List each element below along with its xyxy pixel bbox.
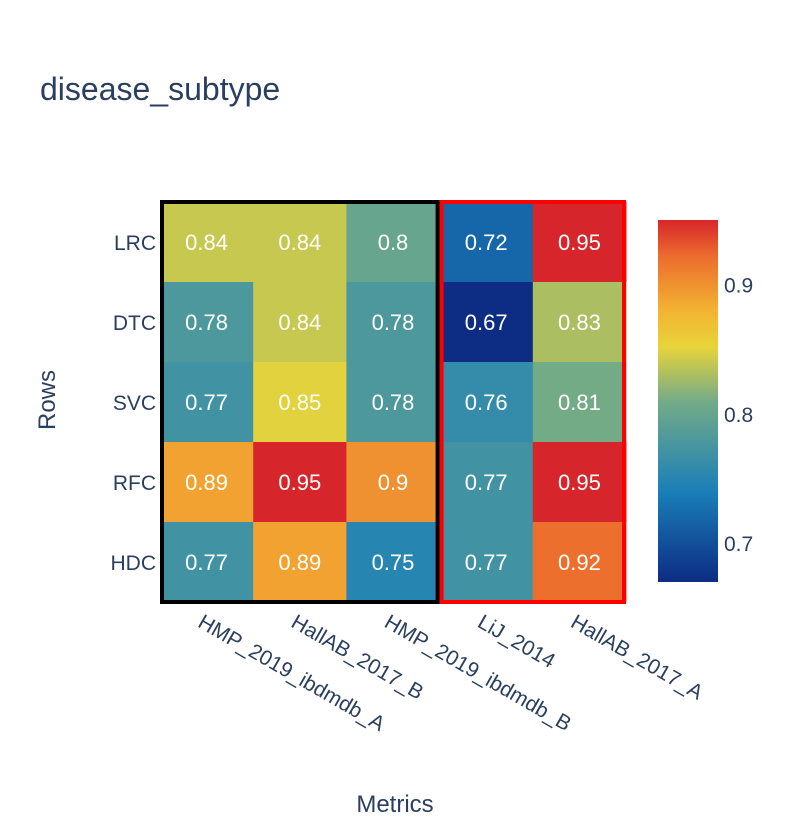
colorbar-tick-label: 0.9 — [724, 275, 753, 298]
cell-value-label: 0.78 — [372, 310, 415, 335]
cell-value-label: 0.89 — [185, 470, 228, 495]
heatmap-cell — [160, 202, 254, 283]
heatmap-cell — [532, 282, 627, 363]
cell-value-label: 0.83 — [558, 310, 601, 335]
heatmap-cell — [439, 442, 534, 523]
heatmap-cell — [532, 362, 627, 443]
heatmap-cell — [346, 362, 441, 443]
heatmap-cell — [346, 202, 441, 283]
heatmap-cell — [160, 282, 254, 363]
heatmap-cell — [532, 202, 627, 283]
heatmap-cell — [160, 522, 254, 603]
heatmap-cell — [346, 442, 441, 523]
cell-value-label: 0.84 — [278, 310, 321, 335]
column-group-box — [439, 200, 626, 604]
heatmap-cell — [253, 522, 347, 603]
cell-value-label: 0.72 — [465, 230, 508, 255]
colorbar — [658, 220, 718, 582]
cell-value-label: 0.76 — [465, 390, 508, 415]
cell-value-label: 0.9 — [378, 470, 409, 495]
colorbar-tick-label: 0.8 — [724, 404, 753, 427]
x-axis-ticks: HMP_2019_ibdmdb_AHallAB_2017_BHMP_2019_i… — [194, 610, 707, 736]
y-tick-label: HDC — [111, 552, 157, 575]
heatmap-cell — [439, 282, 534, 363]
cell-value-label: 0.75 — [372, 550, 415, 575]
y-axis-title: Rows — [34, 370, 61, 430]
heatmap-cell-labels: 0.84 0.84 0.8 0.72 0.95 0.78 0.84 0.78 0.67 0.83 0… — [185, 230, 601, 575]
x-tick-label: LiJ_2014 — [474, 610, 560, 673]
colorbar-tick-label: 0.7 — [724, 533, 753, 556]
cell-value-label: 0.78 — [372, 390, 415, 415]
y-tick-label: SVC — [113, 392, 156, 415]
heatmap-cell — [532, 442, 627, 523]
heatmap-cell — [253, 202, 347, 283]
cell-value-label: 0.84 — [185, 230, 228, 255]
y-tick-label: RFC — [113, 472, 156, 495]
y-tick-label: DTC — [113, 312, 156, 335]
heatmap-cell — [253, 442, 347, 523]
heatmap-cell — [439, 362, 534, 443]
x-axis-title: Metrics — [356, 791, 433, 818]
cell-value-label: 0.89 — [278, 550, 321, 575]
cell-value-label: 0.77 — [465, 470, 508, 495]
heatmap-cell — [160, 362, 254, 443]
chart-title: disease_subtype — [40, 71, 280, 107]
cell-value-label: 0.95 — [278, 470, 321, 495]
heatmap-cells — [160, 202, 627, 603]
cell-value-label: 0.8 — [378, 230, 409, 255]
x-tick-label: HallAB_2017_A — [567, 610, 707, 704]
y-axis-ticks: LRC DTC SVC RFC HDC — [111, 232, 157, 575]
heatmap-cell — [532, 522, 627, 603]
colorbar-ticks: 0.7 0.8 0.9 — [724, 275, 753, 557]
cell-value-label: 0.77 — [185, 390, 228, 415]
heatmap-cell — [253, 282, 347, 363]
cell-value-label: 0.84 — [278, 230, 321, 255]
cell-value-label: 0.95 — [558, 470, 601, 495]
cell-value-label: 0.95 — [558, 230, 601, 255]
cell-value-label: 0.78 — [185, 310, 228, 335]
cell-value-label: 0.85 — [278, 390, 321, 415]
heatmap-cell — [253, 362, 347, 443]
heatmap-cell — [439, 522, 534, 603]
y-tick-label: LRC — [114, 232, 156, 255]
column-group-box — [160, 200, 440, 604]
cell-value-label: 0.67 — [465, 310, 508, 335]
heatmap-cell — [346, 282, 441, 363]
heatmap-cell — [439, 202, 534, 283]
highlight-boxes — [160, 200, 626, 604]
cell-value-label: 0.77 — [465, 550, 508, 575]
cell-value-label: 0.81 — [558, 390, 601, 415]
cell-value-label: 0.77 — [185, 550, 228, 575]
cell-value-label: 0.92 — [558, 550, 601, 575]
heatmap-cell — [160, 442, 254, 523]
heatmap-cell — [346, 522, 441, 603]
